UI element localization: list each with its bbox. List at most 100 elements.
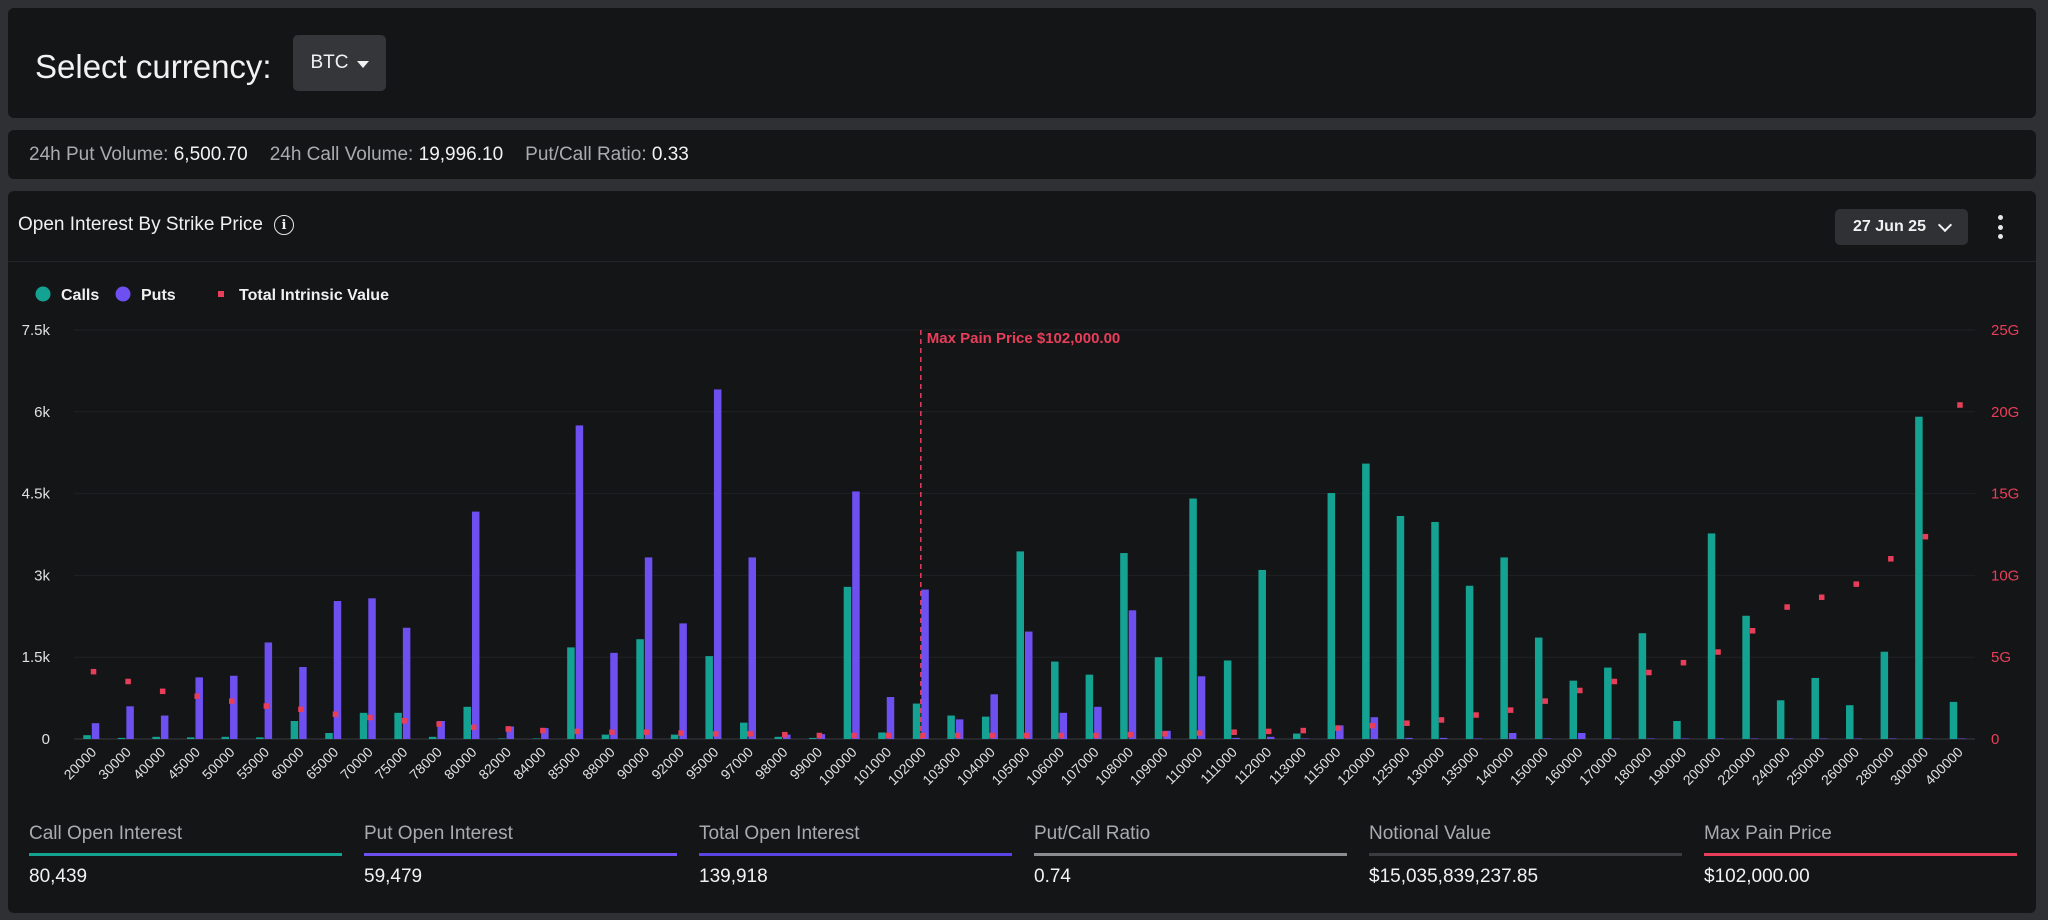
x-tick-label: 40000 <box>130 744 169 783</box>
put-bar <box>1647 738 1655 739</box>
intrinsic-point <box>1784 604 1790 610</box>
call-bar <box>809 737 817 739</box>
put-bar <box>1578 733 1586 739</box>
put-bar <box>541 728 549 739</box>
volume-summary-panel: 24h Put Volume: 6,500.70 24h Call Volume… <box>8 130 2036 179</box>
x-tick-label: 84000 <box>510 744 549 783</box>
intrinsic-point <box>782 731 788 738</box>
y2-tick-label: 25G <box>1991 322 2019 339</box>
x-tick-label: 90000 <box>614 744 653 783</box>
put-bar <box>1681 738 1690 739</box>
put-bar <box>1128 610 1137 739</box>
call-bar <box>774 736 783 739</box>
call-bar <box>1189 498 1197 739</box>
info-icon[interactable]: i <box>274 215 294 235</box>
call-bar <box>394 712 402 739</box>
put-bar <box>1958 738 1966 739</box>
intrinsic-point <box>643 729 650 735</box>
legend-label: Puts <box>141 287 176 304</box>
put-bar <box>713 389 722 739</box>
call-bar <box>636 639 644 739</box>
put-bar <box>368 598 376 739</box>
currency-dropdown[interactable]: BTC <box>293 35 386 91</box>
intrinsic-point <box>885 732 892 739</box>
expiry-dropdown[interactable]: 27 Jun 25 <box>1835 209 1968 245</box>
stats-row: Call Open Interest 80,439 Put Open Inter… <box>29 823 2024 888</box>
intrinsic-point <box>1577 687 1583 694</box>
call-bar <box>1154 657 1163 739</box>
put-bar <box>575 425 584 739</box>
put-bar <box>1612 738 1621 739</box>
intrinsic-point <box>1957 402 1963 408</box>
call-bar <box>463 706 471 739</box>
stat-max-pain-price: Max Pain Price $102,000.00 <box>1704 823 2017 888</box>
intrinsic-point <box>229 698 235 704</box>
stat-put-open-interest: Put Open Interest 59,479 <box>364 823 677 888</box>
legend-swatch <box>115 286 131 302</box>
put-bar <box>886 697 895 739</box>
volume-put-call-ratio: Put/Call Ratio: 0.33 <box>525 144 689 166</box>
intrinsic-point <box>263 703 270 709</box>
stat-underline <box>1034 853 1347 856</box>
y2-tick-label: 0 <box>1991 731 1999 748</box>
y2-tick-label: 15G <box>1991 486 2019 503</box>
stat-notional-value: Notional Value $15,035,839,237.85 <box>1369 823 1682 888</box>
intrinsic-point <box>1611 678 1618 685</box>
intrinsic-point <box>367 714 373 721</box>
bars <box>83 389 1966 739</box>
put-bar <box>1854 738 1863 739</box>
put-bar <box>1232 737 1240 739</box>
intrinsic-point <box>574 728 581 735</box>
call-bar <box>981 716 990 739</box>
intrinsic-point <box>1749 628 1756 634</box>
call-bar <box>83 735 91 739</box>
intrinsic-point <box>540 727 546 734</box>
intrinsic-point <box>816 732 823 739</box>
x-tick-label: 85000 <box>544 744 583 783</box>
intrinsic-point <box>159 688 166 695</box>
intrinsic-point <box>401 718 408 724</box>
stat-value: $15,035,839,237.85 <box>1369 866 1539 887</box>
stat-underline <box>1369 853 1682 856</box>
more-options-icon[interactable] <box>1992 212 2008 242</box>
volume-ratio-value: 0.33 <box>651 144 689 165</box>
call-bar <box>1673 721 1681 739</box>
intrinsic-point <box>747 731 753 737</box>
intrinsic-point <box>1265 728 1272 735</box>
put-bar <box>299 667 307 739</box>
y-tick-label: 7.5k <box>22 322 51 339</box>
intrinsic-point <box>712 731 719 737</box>
call-volume: 24h Call Volume: 19,996.10 <box>270 144 503 166</box>
call-bar <box>117 737 126 739</box>
intrinsic-point <box>436 721 442 727</box>
put-bar <box>1025 631 1033 739</box>
x-tick-label: 98000 <box>752 744 791 783</box>
call-bar <box>1811 677 1819 739</box>
currency-panel: Select currency: BTC <box>8 8 2036 118</box>
legend-swatch <box>218 291 224 297</box>
put-bar <box>679 623 687 739</box>
call-bar <box>428 736 437 739</box>
intrinsic-point <box>1162 731 1168 737</box>
x-tick-label: 50000 <box>199 744 238 783</box>
stat-label: Put/Call Ratio <box>1034 823 1151 844</box>
x-tick-label: 95000 <box>683 744 722 783</box>
put-bar <box>1094 706 1102 739</box>
put-bar <box>1405 737 1413 739</box>
intrinsic-point <box>678 730 684 736</box>
call-bar <box>878 732 886 739</box>
call-bar <box>532 738 541 739</box>
x-tick-label: 20000 <box>61 744 100 783</box>
intrinsic-point <box>1369 722 1376 729</box>
open-interest-chart: Calls Puts Total Intrinsic Value 0 1.5k 3k 4.5… <box>22 286 2019 788</box>
call-bar <box>1604 667 1612 739</box>
intrinsic-point <box>1404 720 1410 726</box>
x-tick-label: 110000 <box>1162 744 1206 788</box>
call-bar <box>705 656 713 739</box>
stat-label: Max Pain Price <box>1704 823 1832 844</box>
call-bar <box>152 736 160 739</box>
legend-label: Calls <box>61 287 99 304</box>
put-bar <box>506 726 515 739</box>
intrinsic-point <box>1853 581 1860 587</box>
call-bar <box>1638 633 1647 739</box>
